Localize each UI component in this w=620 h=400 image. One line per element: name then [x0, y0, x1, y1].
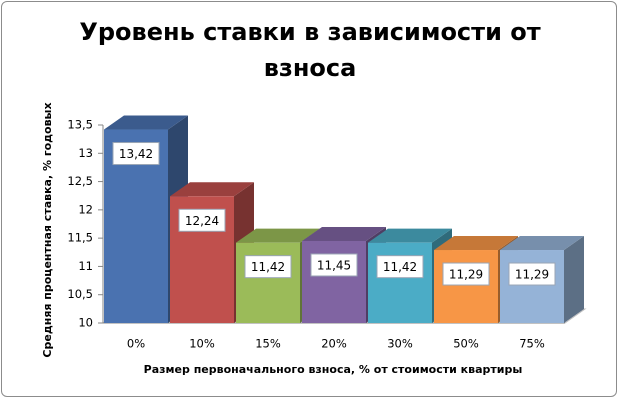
- bar-top: [236, 228, 320, 243]
- bar-top: [500, 236, 584, 251]
- value-label: 11,29: [449, 268, 483, 282]
- value-label-box: [112, 142, 160, 166]
- bar-side: [564, 236, 584, 323]
- value-label-box: [376, 255, 424, 279]
- value-label: 11,42: [251, 260, 285, 274]
- y-axis-title: Средняя процентная ставка, % годовых: [41, 102, 54, 357]
- bar: [302, 240, 366, 323]
- y-tick-label: 13,5: [67, 118, 93, 132]
- y-tick-label: 11,5: [67, 231, 93, 245]
- x-axis-title: Размер первоначального взноса, % от стои…: [144, 363, 523, 376]
- y-tick-label: 12: [78, 202, 93, 216]
- x-tick-label: 15%: [255, 337, 281, 351]
- bar: [434, 250, 498, 323]
- y-tick-label: 11: [78, 259, 93, 273]
- value-label: 12,24: [185, 214, 219, 228]
- x-tick-label: 50%: [453, 337, 479, 351]
- x-tick-label: 0%: [127, 337, 145, 351]
- x-tick-label: 10%: [189, 337, 215, 351]
- bar: [500, 250, 564, 323]
- y-tick-label: 12,5: [67, 174, 93, 188]
- value-label: 11,42: [383, 260, 417, 274]
- x-tick-label: 20%: [321, 337, 347, 351]
- x-tick-label: 75%: [519, 337, 545, 351]
- value-label: 11,29: [515, 268, 549, 282]
- y-tick-label: 13: [78, 146, 93, 160]
- chart-title: Уровень ставки в зависимости от взноса: [79, 18, 541, 82]
- value-label-box: [442, 262, 490, 286]
- value-label: 13,42: [119, 147, 153, 161]
- value-label-box: [244, 255, 292, 279]
- value-label-box: [178, 208, 226, 232]
- value-label-box: [310, 253, 358, 277]
- y-tick-label: 10: [78, 316, 93, 330]
- bar-top: [434, 236, 518, 251]
- bar-top: [170, 182, 254, 197]
- value-label: 11,45: [317, 258, 351, 272]
- bar: [236, 242, 300, 323]
- bar: [368, 242, 432, 323]
- value-label-box: [508, 262, 556, 286]
- bar-top: [104, 115, 188, 130]
- y-tick-label: 10,5: [67, 287, 93, 301]
- bar-top: [302, 226, 386, 241]
- bar-top: [368, 228, 452, 243]
- x-tick-label: 30%: [387, 337, 413, 351]
